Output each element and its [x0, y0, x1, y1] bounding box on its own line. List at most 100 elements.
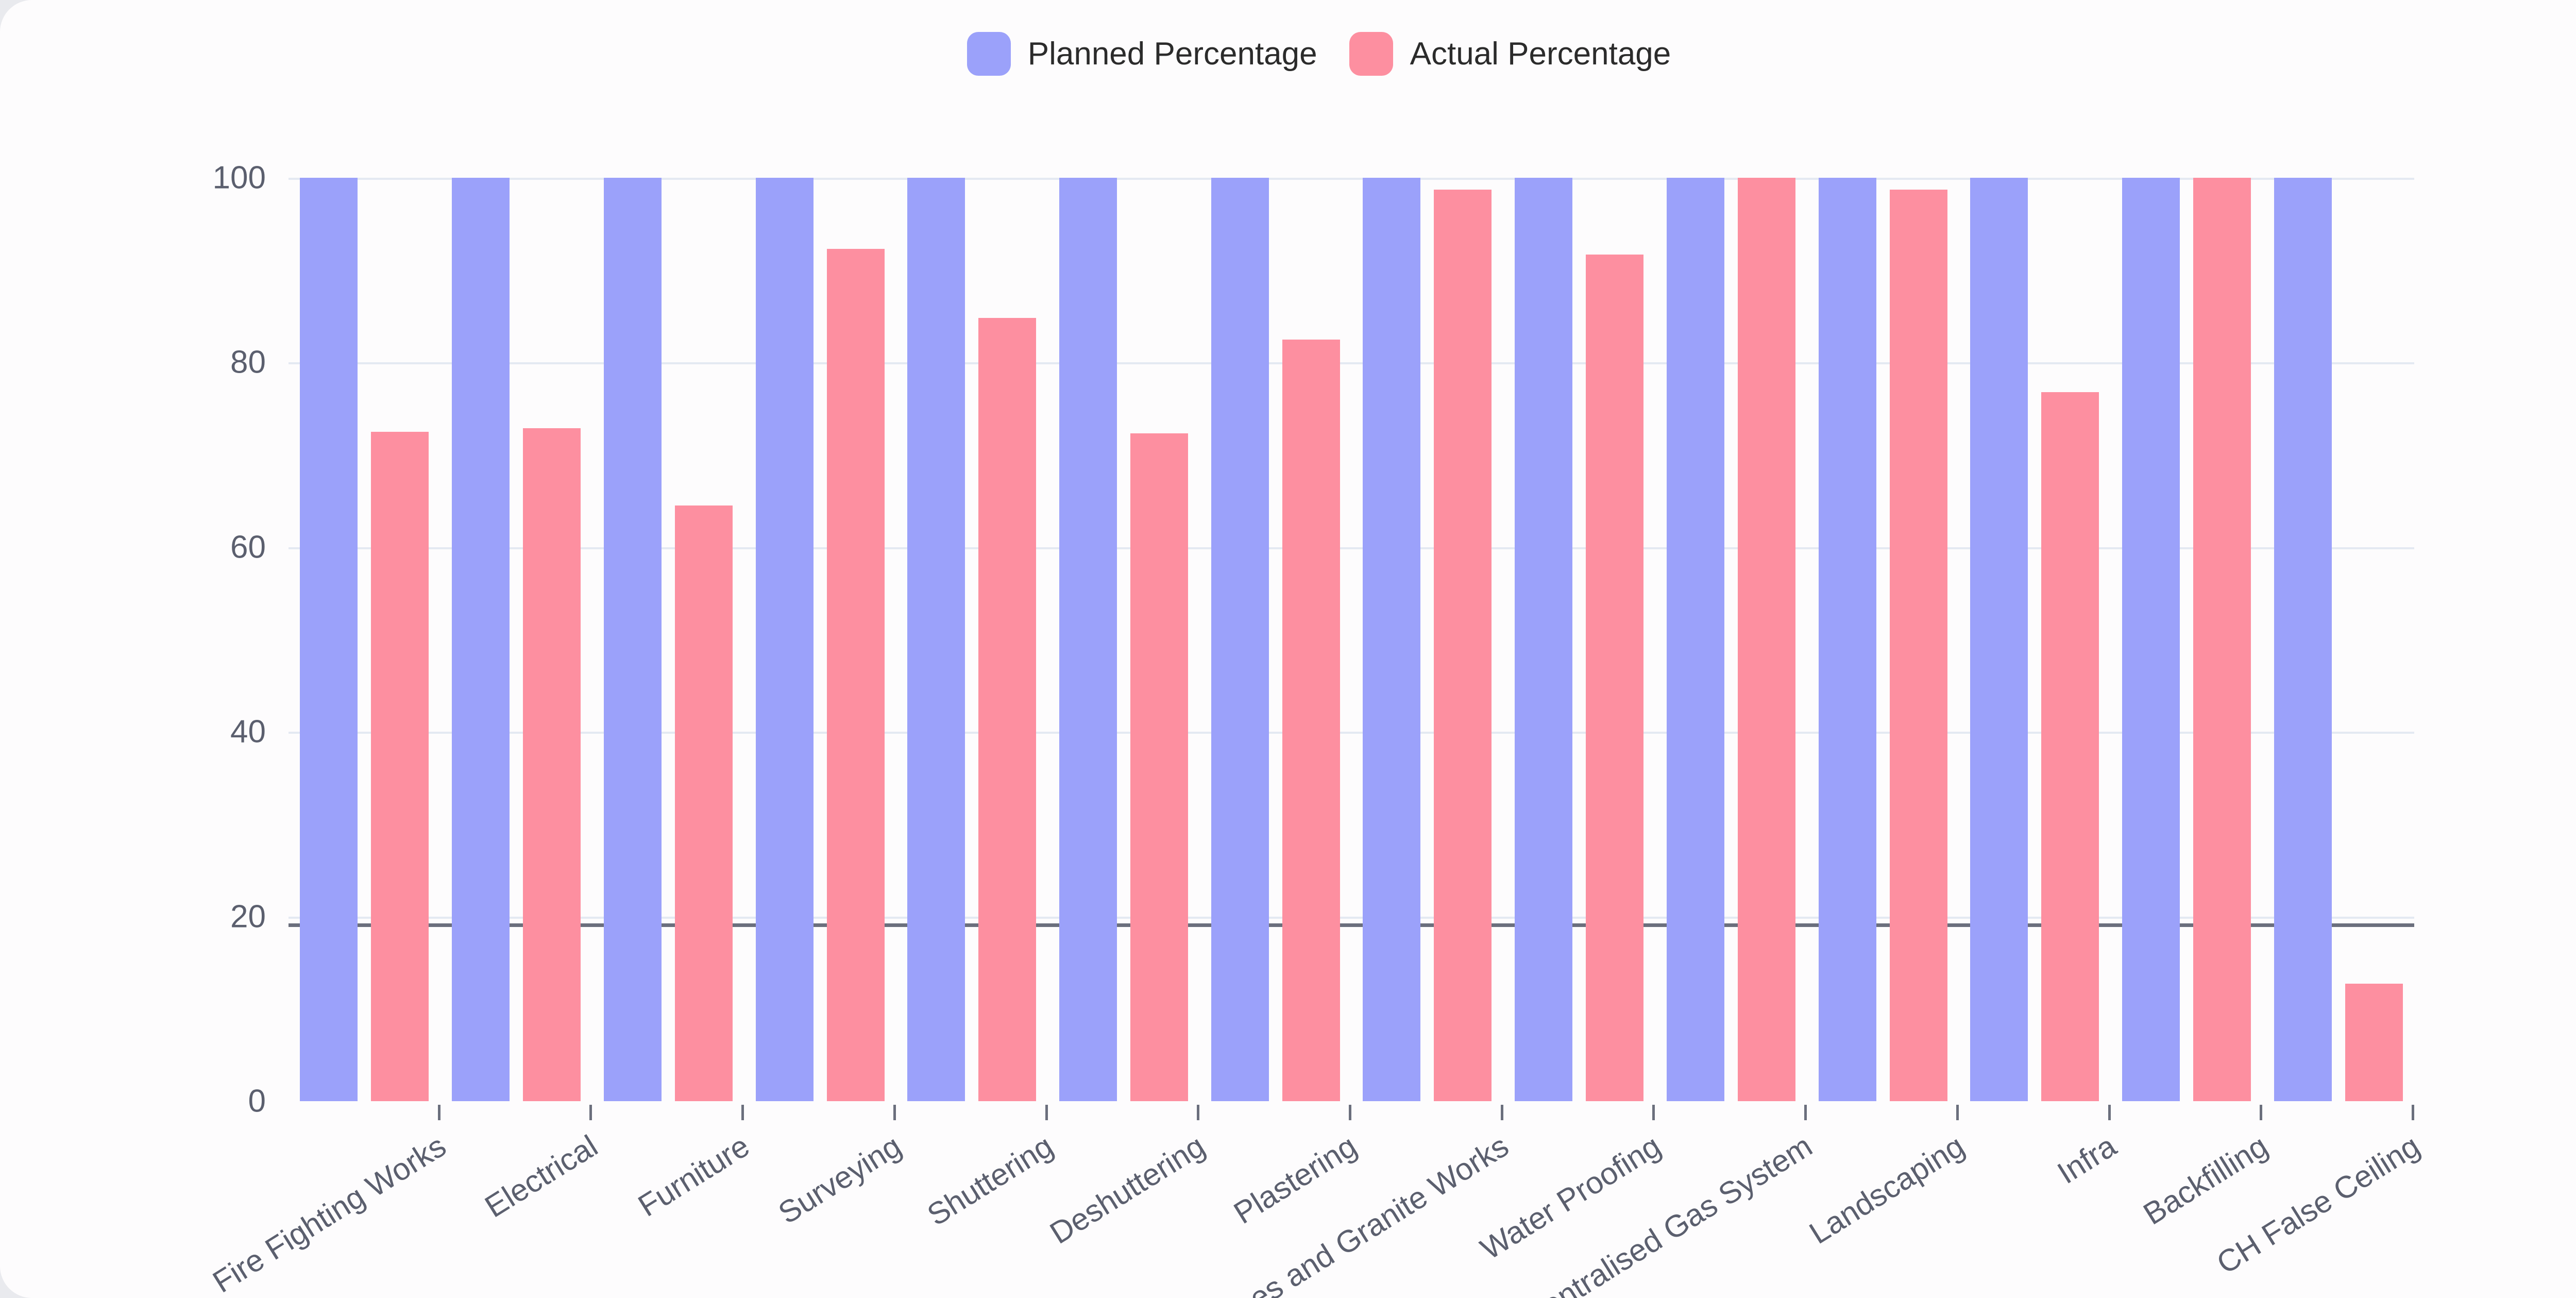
- bar-actual[interactable]: [1737, 178, 1795, 1101]
- x-tick-mark: [741, 1105, 744, 1120]
- bar-planned[interactable]: [1666, 178, 1724, 1101]
- bar-group: [592, 178, 744, 1101]
- x-label-cell: Infra: [1959, 1121, 2122, 1298]
- bar-planned[interactable]: [1818, 178, 1876, 1101]
- x-tick-cell: [1655, 1105, 1807, 1120]
- bar-planned[interactable]: [452, 178, 510, 1101]
- x-tick-mark: [1652, 1105, 1655, 1120]
- bar-planned[interactable]: [1211, 178, 1269, 1101]
- x-tick-label: Deshuttering: [1044, 1128, 1211, 1251]
- gridline: [289, 732, 2414, 734]
- x-tick-cell: [744, 1105, 896, 1120]
- gridline: [289, 362, 2414, 365]
- x-label-cell: CH False Ceiling: [2211, 1121, 2426, 1298]
- chart-legend: Planned Percentage Actual Percentage: [0, 32, 2576, 76]
- x-tick-label: Landscaping: [1803, 1128, 1970, 1251]
- x-tick-mark: [1197, 1105, 1200, 1120]
- bar-actual[interactable]: [523, 428, 581, 1101]
- bar-planned[interactable]: [1363, 178, 1421, 1101]
- x-tick-mark: [437, 1105, 440, 1120]
- x-tick-mark: [589, 1105, 592, 1120]
- x-tick-cell: [2262, 1105, 2415, 1120]
- bar-planned[interactable]: [1970, 178, 2028, 1101]
- x-tick-label: Shuttering: [921, 1128, 1059, 1233]
- x-tick-mark: [1804, 1105, 1807, 1120]
- legend-item-planned[interactable]: Planned Percentage: [967, 32, 1317, 76]
- x-tick-mark: [2260, 1105, 2263, 1120]
- gridline: [289, 547, 2414, 549]
- bar-planned[interactable]: [1515, 178, 1573, 1101]
- x-tick-cell: [440, 1105, 592, 1120]
- x-axis-tick-marks: [289, 1105, 2415, 1120]
- bar-actual[interactable]: [371, 431, 429, 1101]
- bar-planned[interactable]: [2122, 178, 2180, 1101]
- bar-planned[interactable]: [300, 178, 358, 1101]
- bar-actual[interactable]: [674, 505, 733, 1101]
- legend-item-actual[interactable]: Actual Percentage: [1349, 32, 1671, 76]
- y-tick-label: 80: [230, 344, 266, 380]
- x-label-cell: Deshuttering: [1044, 1121, 1211, 1298]
- bar-group: [1959, 178, 2111, 1101]
- bar-groups: [289, 178, 2414, 1101]
- bar-actual[interactable]: [826, 248, 885, 1101]
- bar-group: [1351, 178, 1503, 1101]
- x-label-cell: Centralised Gas System: [1517, 1121, 1818, 1298]
- x-tick-cell: [896, 1105, 1048, 1120]
- x-tick-cell: [2111, 1105, 2263, 1120]
- x-tick-mark: [1500, 1105, 1503, 1120]
- bar-planned[interactable]: [755, 178, 814, 1101]
- y-tick-label: 20: [230, 899, 266, 935]
- gridline: [289, 916, 2414, 919]
- bar-group: [440, 178, 592, 1101]
- bar-actual[interactable]: [1130, 433, 1188, 1101]
- x-axis-line: [289, 923, 2414, 927]
- bar-actual[interactable]: [1586, 254, 1644, 1101]
- gridlines-layer: [289, 178, 2414, 1101]
- x-tick-mark: [2412, 1105, 2415, 1120]
- legend-label-actual: Actual Percentage: [1410, 36, 1671, 72]
- bar-group: [289, 178, 440, 1101]
- bar-group: [744, 178, 896, 1101]
- x-tick-label: Surveying: [772, 1128, 907, 1231]
- gridline: [289, 178, 2414, 180]
- bar-planned[interactable]: [2274, 178, 2332, 1101]
- x-label-cell: Surveying: [744, 1121, 907, 1298]
- bar-group: [2111, 178, 2263, 1101]
- x-tick-mark: [893, 1105, 896, 1120]
- x-tick-label: Fire Fighting Works: [207, 1128, 452, 1298]
- legend-swatch-actual-icon: [1349, 32, 1393, 76]
- x-tick-mark: [1956, 1105, 1959, 1120]
- bar-group: [896, 178, 1048, 1101]
- legend-swatch-planned-icon: [967, 32, 1011, 76]
- bar-actual[interactable]: [1282, 339, 1340, 1101]
- y-tick-label: 60: [230, 529, 266, 565]
- bar-planned[interactable]: [1059, 178, 1117, 1101]
- x-tick-cell: [1807, 1105, 1959, 1120]
- x-tick-label: Furniture: [632, 1128, 756, 1223]
- x-tick-cell: [1959, 1105, 2111, 1120]
- x-tick-mark: [1349, 1105, 1352, 1120]
- bar-actual[interactable]: [2193, 178, 2251, 1101]
- bar-planned[interactable]: [907, 178, 965, 1101]
- x-label-cell: Furniture: [592, 1121, 755, 1298]
- bar-group: [1199, 178, 1351, 1101]
- bar-group: [1048, 178, 1200, 1101]
- x-label-cell: Shuttering: [896, 1121, 1059, 1298]
- x-tick-cell: [1199, 1105, 1352, 1120]
- bar-actual[interactable]: [978, 318, 1037, 1101]
- bar-actual[interactable]: [1434, 190, 1492, 1101]
- bar-actual[interactable]: [1889, 190, 1947, 1101]
- y-tick-label: 40: [230, 714, 266, 750]
- x-tick-cell: [1503, 1105, 1655, 1120]
- x-tick-label: Backfilling: [2137, 1128, 2274, 1232]
- bar-actual[interactable]: [2041, 392, 2099, 1101]
- y-tick-label: 100: [212, 160, 266, 196]
- bar-actual[interactable]: [2345, 984, 2403, 1101]
- x-tick-cell: [1048, 1105, 1200, 1120]
- bar-group: [1503, 178, 1655, 1101]
- bar-planned[interactable]: [603, 178, 662, 1101]
- x-tick-label: Plastering: [1228, 1128, 1363, 1231]
